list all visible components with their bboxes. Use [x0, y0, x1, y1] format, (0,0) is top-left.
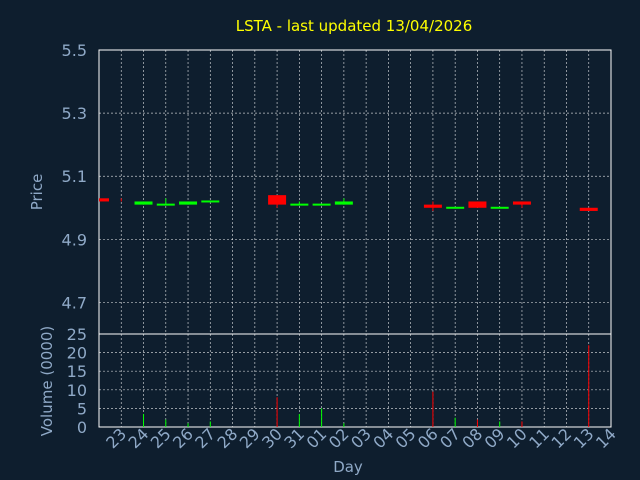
price-y-tick-label: 4.9: [62, 230, 87, 249]
volume-y-tick-label: 25: [67, 325, 87, 344]
candle-body: [99, 198, 109, 202]
price-y-tick-label: 5.3: [62, 104, 87, 123]
candle-body: [579, 207, 598, 211]
price-y-tick-label: 4.7: [62, 293, 87, 312]
price-axis-label: Price: [28, 174, 46, 211]
volume-axis-label: Volume (0000): [38, 326, 56, 436]
volume-y-tick-label: 20: [67, 344, 87, 363]
candle-body: [134, 201, 153, 205]
candle-body: [290, 203, 309, 206]
price-y-tick-label: 5.5: [62, 41, 87, 60]
volume-y-tick-label: 10: [67, 381, 87, 400]
volume-y-tick-label: 0: [77, 418, 87, 437]
candle-body: [423, 204, 442, 208]
candle-body: [512, 201, 531, 205]
candle-body: [446, 206, 465, 209]
x-axis-label: Day: [333, 458, 363, 476]
candle-body: [179, 201, 198, 205]
candle-body: [201, 200, 220, 203]
volume-bars: [143, 345, 590, 427]
volume-y-tick-label: 15: [67, 362, 87, 381]
volume-y-tick-label: 5: [77, 399, 87, 418]
candle-body: [334, 201, 353, 205]
candle-body: [490, 206, 509, 209]
chart-title: LSTA - last updated 13/04/2026: [236, 17, 473, 35]
candle-body: [468, 201, 487, 208]
price-grid: [99, 50, 611, 334]
price-y-tick-label: 5.1: [62, 167, 87, 186]
price-y-tick-labels: 5.5 5.3 5.1 4.9 4.7: [62, 41, 87, 312]
candles: [99, 195, 598, 211]
volume-panel-frame: [98, 333, 612, 428]
candle-body: [312, 203, 331, 206]
x-tick-labels: 2324252627282930310102030405060708091011…: [102, 424, 620, 452]
candle-body: [268, 195, 287, 205]
candle-body: [156, 203, 175, 206]
